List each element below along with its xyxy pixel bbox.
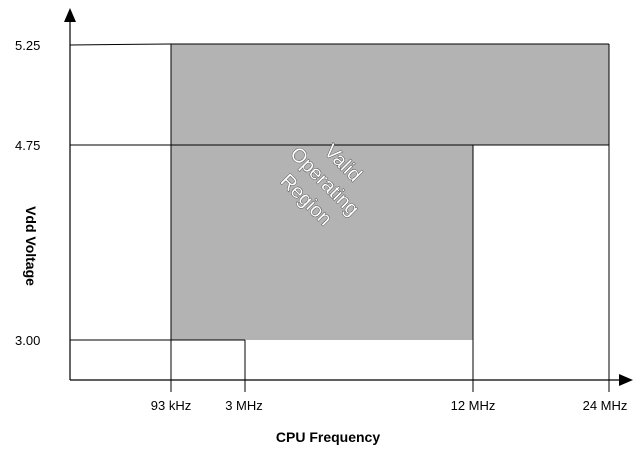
ref-line-5.25 [69,43,172,46]
x-tick-label-3mhz: 3 MHz [225,398,263,413]
x-tick-label-93khz: 93 kHz [151,398,191,413]
x-tick-label-12mhz: 12 MHz [451,398,496,413]
y-axis-title: Vdd Voltage [23,206,39,286]
y-tick-label-4.75: 4.75 [15,138,40,153]
valid-operating-region [171,44,609,340]
x-tick-label-24mhz: 24 MHz [583,398,628,413]
y-tick-label-3.00: 3.00 [15,333,40,348]
y-tick-label-5.25: 5.25 [15,38,40,53]
y-axis-arrow [64,8,76,22]
x-axis-arrow [619,374,633,386]
x-axis-title: CPU Frequency [276,429,380,445]
